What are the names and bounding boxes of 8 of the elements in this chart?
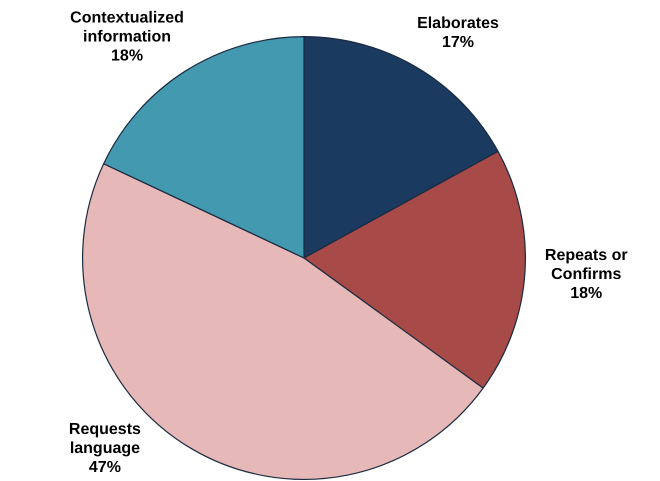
- data-label: 18%: [111, 48, 144, 65]
- data-label: 17%: [442, 34, 474, 51]
- data-label: 18%: [570, 284, 602, 302]
- slice-label: Contextualized information: [70, 10, 184, 46]
- data-label: 47%: [88, 458, 121, 476]
- slice-label: Repeats or Confirms: [544, 246, 628, 283]
- slice-label: Elaborates: [417, 14, 499, 32]
- slice-label: Requests language: [68, 420, 142, 457]
